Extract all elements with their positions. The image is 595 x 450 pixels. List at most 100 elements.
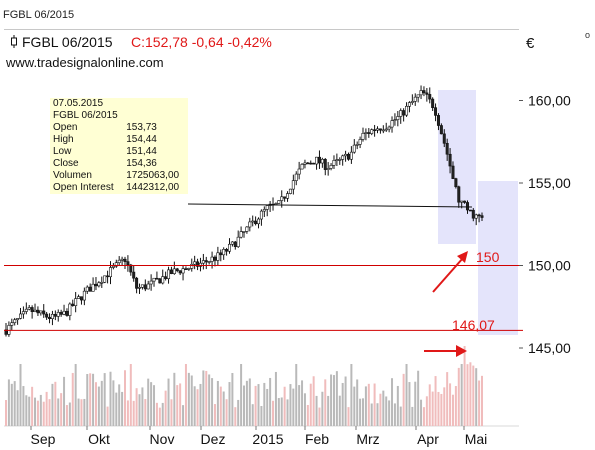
candle-body [323, 158, 327, 170]
candles [4, 85, 484, 337]
volume-bar [45, 391, 48, 426]
volume-bar [243, 385, 245, 426]
volume-bar [367, 383, 370, 426]
candle-body [158, 278, 162, 284]
volume-bar [138, 394, 141, 426]
volume-bar [280, 397, 283, 426]
candle-body [213, 256, 217, 261]
candle-body [204, 260, 208, 263]
candle-body [146, 283, 150, 290]
volume-bar [376, 403, 379, 426]
volume-bar [414, 381, 417, 426]
volume-bar [103, 373, 106, 426]
candle-body [65, 310, 69, 316]
candle-body [172, 268, 176, 274]
volume-bar [97, 386, 100, 426]
levels [4, 203, 523, 331]
connector-line [187, 203, 473, 208]
volume-bar [283, 386, 286, 426]
candle-body [294, 173, 298, 181]
volume-bar [272, 400, 275, 426]
candle-body [378, 128, 382, 131]
candle-body [376, 128, 380, 131]
candle-body [434, 107, 438, 116]
currency-symbol: € [526, 35, 535, 52]
candle-body [36, 309, 40, 314]
candle-body [126, 261, 130, 266]
volume-bars [5, 346, 483, 426]
candle-body [161, 276, 165, 284]
candle-body [248, 221, 252, 228]
volume-bar [182, 405, 185, 426]
volume-bar [362, 398, 364, 426]
volume-bar [184, 364, 187, 426]
volume-bar [332, 375, 335, 426]
volume-bar [417, 370, 420, 426]
candle-body [384, 128, 388, 131]
candle-body [463, 200, 467, 203]
candle-body [103, 275, 107, 283]
volume-bar [36, 400, 39, 426]
candle-body [111, 265, 115, 268]
candle-body [341, 155, 345, 160]
volume-bar [118, 384, 121, 426]
candle-body [190, 263, 194, 269]
candle-body [457, 186, 461, 203]
level-label-146: 146,07 [452, 317, 495, 333]
candle-body [274, 203, 278, 205]
x-tick-label: 2015 [252, 431, 283, 447]
volume-bar [338, 395, 341, 426]
volume-bar [219, 386, 222, 426]
candle-body [416, 94, 420, 98]
volume-bar [22, 386, 25, 426]
volume-bar [463, 346, 466, 426]
candle-body [33, 309, 37, 312]
volume-bar [10, 383, 13, 426]
info-value: 1442312,00 [126, 182, 180, 193]
volume-bar [60, 393, 63, 426]
candle-body [236, 236, 240, 247]
candle-body [399, 110, 403, 117]
annotations: 150 146,07 [424, 249, 500, 357]
volume-bar [19, 364, 22, 426]
volume-bar [399, 406, 402, 426]
volume-bar [176, 385, 179, 426]
candle-body [306, 162, 310, 165]
volume-bar [240, 364, 243, 426]
candle-body [262, 209, 266, 212]
volume-bar [31, 386, 34, 426]
candle-body [30, 307, 34, 312]
x-tick-label: Mrz [356, 431, 379, 447]
candle-body [468, 209, 472, 212]
candle-body [184, 268, 188, 270]
volume-bar [321, 391, 324, 426]
volume-bar [475, 368, 478, 426]
volume-bar [373, 383, 376, 426]
volume-bar [393, 403, 396, 426]
candle-body [114, 262, 118, 267]
volume-bar [391, 378, 394, 426]
volume-bar [277, 398, 280, 426]
candle-body [79, 296, 83, 301]
tab-label[interactable]: FGBL 06/2015 [3, 9, 75, 21]
volume-bar [16, 390, 19, 426]
volume-bar [132, 400, 135, 426]
candle-body [225, 249, 229, 252]
candle-body [312, 162, 316, 165]
volume-bar [405, 364, 408, 426]
volume-bar [231, 373, 234, 426]
volume-bar [74, 364, 77, 426]
volume-bar [237, 399, 240, 426]
highlight-regions [438, 90, 518, 335]
volume-bar [193, 386, 196, 426]
candle-body [480, 215, 484, 218]
volume-bar [301, 380, 304, 426]
volume-bar [251, 404, 254, 426]
candle-body [167, 269, 171, 279]
candle-body [230, 241, 234, 245]
candle-body [42, 310, 46, 315]
candle-body [410, 101, 414, 103]
volume-bar [335, 371, 338, 426]
volume-bar [257, 384, 260, 426]
